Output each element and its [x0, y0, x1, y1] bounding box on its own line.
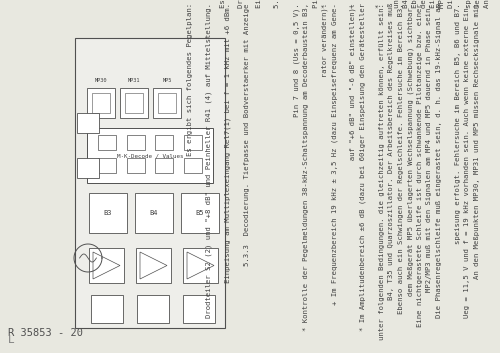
Bar: [183, 248, 218, 283]
Text: B5: B5: [196, 210, 204, 216]
Bar: [184, 135, 202, 150]
Text: An den Meßpunkten MP30, MP31 und MP5 müssen Rechsecksignale mit: An den Meßpunkten MP30, MP31 und MP5 müs…: [474, 3, 480, 279]
Text: Pin 7 und 8 (Uss = 0,5 V).: Pin 7 und 8 (Uss = 0,5 V).: [312, 0, 319, 8]
Bar: [98, 135, 116, 150]
Text: B4, T35 und Quarzoszillator. Der Arbeitsbereich des Regelkreises muß: B4, T35 und Quarzoszillator. Der Arbeits…: [388, 3, 394, 300]
Text: + Im Frequenzbereich 19 kHz ± 3,5 Hz (dazu Einspeisefrequenz am Gene-: + Im Frequenzbereich 19 kHz ± 3,5 Hz (da…: [331, 3, 338, 305]
Bar: [89, 248, 124, 283]
Text: dem Meßgerät MP5 überlagerten Wechselspannung (Schwebung) sichtbar.: dem Meßgerät MP5 überlagerten Wechselspa…: [407, 3, 414, 296]
Bar: [75, 38, 225, 328]
Text: R 35853 - 20: R 35853 - 20: [8, 328, 83, 338]
Text: L: L: [8, 335, 15, 345]
Text: Einpeisung am Multiplexeingang Rel7(1) bei f = 1 kHz mit +6 dBm.: Einpeisung am Multiplexeingang Rel7(1) b…: [256, 0, 262, 8]
Text: 5.3.3  Decodierung. Tiefpasse und Bodverstaerker mit Anzeige: 5.3.3 Decodierung. Tiefpasse und Bodvers…: [244, 3, 250, 265]
Text: * Im Amplitudenbereich ±6 dB (dazu bei 60iger Einspeisung den Gerätesteller: * Im Amplitudenbereich ±6 dB (dazu bei 6…: [376, 0, 382, 8]
Text: unter folgenden Bedingungen. die gleichzeitig auftreten können, erfüllt sein:: unter folgenden Bedingungen. die gleichz…: [379, 3, 385, 340]
Text: rator verändern).: rator verändern).: [340, 0, 346, 8]
Text: * Im Amplitudenbereich ±6 dB (dazu bei 60iger Einspeisung den Gerätesteller: * Im Amplitudenbereich ±6 dB (dazu bei 6…: [360, 3, 366, 331]
Text: Eine nichtgerastete Schleife ist durch schwankende Pilotanzeige bzw. einer: Eine nichtgerastete Schleife ist durch s…: [430, 0, 436, 8]
Text: auf "+6 dB" und "-6 dB" einstellen).: auf "+6 dB" und "-6 dB" einstellen).: [366, 0, 373, 8]
Bar: [136, 248, 171, 283]
Text: Die Phasenregelschleife muß eingerastet sein, d. h. das 19-kHz-Signal am: Die Phasenregelschleife muß eingerastet …: [448, 0, 454, 8]
Bar: [158, 93, 176, 113]
Text: rator verändern).: rator verändern).: [322, 3, 328, 86]
Bar: [181, 193, 219, 233]
Bar: [126, 158, 144, 173]
Text: Die Phasenregelschleife muß eingerastet sein, d. h. das 19-kHz-Signal am: Die Phasenregelschleife muß eingerastet …: [436, 3, 442, 318]
Bar: [156, 158, 174, 173]
Bar: [77, 158, 99, 178]
Bar: [183, 295, 215, 323]
Text: M·K·Decode / Values: M·K·Decode / Values: [117, 153, 183, 158]
Text: * Kontrolle der Pegelmeldungen 38-kHz-Schaltspannung am Decoderbaustein B3,: * Kontrolle der Pegelmeldungen 38-kHz-Sc…: [303, 3, 309, 331]
Text: auf "+6 dB" und "-6 dB" einstellen).: auf "+6 dB" und "-6 dB" einstellen).: [350, 3, 356, 169]
Text: MP5: MP5: [162, 78, 172, 83]
Bar: [153, 88, 181, 118]
Text: + Im Frequenzbereich 19 kHz ± 3,5 Hz (dazu Einspeisefrequenz am Gene-: + Im Frequenzbereich 19 kHz ± 3,5 Hz (da…: [348, 0, 355, 8]
Bar: [120, 88, 148, 118]
Text: MP30: MP30: [95, 78, 107, 83]
Text: 5.3.3  Decodierung. Tiefpasse und Bodverstaerker mit Anzeige: 5.3.3 Decodierung. Tiefpasse und Bodvers…: [274, 0, 280, 8]
Bar: [156, 135, 174, 150]
Text: B4, T35 und Quarzoszillator. Der Arbeitsbereich des Regelkreises muß: B4, T35 und Quarzoszillator. Der Arbeits…: [403, 0, 409, 8]
Bar: [125, 93, 143, 113]
Text: Ueg = 11,5 V und f = 19 kHz vorhanden sein. Auch wenn keine externe Ein-: Ueg = 11,5 V und f = 19 kHz vorhanden se…: [464, 3, 470, 318]
Text: Ebenso auch ein Schwingen der Regelschleife. Fehlersuche im Bereich B3,: Ebenso auch ein Schwingen der Regelschle…: [412, 0, 418, 8]
Text: Ueg = 11,5 V und f = 19 kHz vorhanden sein. Auch wenn keine externe Ein-: Ueg = 11,5 V und f = 19 kHz vorhanden se…: [475, 0, 481, 8]
Text: MP2/MP3 muß mit den Signalen am MP4 und MP5 dauernd in Phase sein.: MP2/MP3 muß mit den Signalen am MP4 und …: [426, 3, 432, 292]
Bar: [89, 193, 127, 233]
Text: B4: B4: [150, 210, 158, 216]
Text: Es ergibt sich folgendes Pegelplan:: Es ergibt sich folgendes Pegelplan:: [220, 0, 226, 8]
Text: MP2/MP3 muß mit den Signalen am MP4 und MP5 dauernd in Phase sein.: MP2/MP3 muß mit den Signalen am MP4 und …: [439, 0, 445, 8]
Bar: [135, 193, 173, 233]
Bar: [184, 158, 202, 173]
Text: dem Meßgerät MP5 überlagerten Wechselspannung (Schwebung) sichtbar.: dem Meßgerät MP5 überlagerten Wechselspa…: [420, 0, 427, 8]
Text: Einpeisung am Multiplexeingang Rel7(1) bei f = 1 kHz mit +6 dBm.: Einpeisung am Multiplexeingang Rel7(1) b…: [224, 3, 231, 283]
Bar: [87, 128, 213, 183]
Text: B3: B3: [104, 210, 112, 216]
Text: unter folgenden Bedingungen. die gleichzeitig auftreten können, erfüllt sein:: unter folgenden Bedingungen. die gleichz…: [394, 0, 400, 8]
Bar: [137, 295, 169, 323]
Text: Ebenso auch ein Schwingen der Regelschleife. Fehlersuche im Bereich B3,: Ebenso auch ein Schwingen der Regelschle…: [398, 3, 404, 313]
Text: MP31: MP31: [128, 78, 140, 83]
Bar: [87, 88, 115, 118]
Bar: [91, 295, 123, 323]
Bar: [92, 93, 110, 113]
Text: An den Meßpunkten MP30, MP31 und MP5 müssen Rechsecksignale mit: An den Meßpunkten MP30, MP31 und MP5 müs…: [484, 0, 490, 8]
Text: Es ergibt sich folgendes Pegelplan:: Es ergibt sich folgendes Pegelplan:: [187, 3, 193, 156]
Text: speisung erfolgt. Fehlersuche im Bereich B5, B6 und B7.: speisung erfolgt. Fehlersuche im Bereich…: [466, 0, 472, 8]
Text: * Kontrolle der Pegelmeldungen 38-kHz-Schaltspannung am Decoderbaustein B3,: * Kontrolle der Pegelmeldungen 38-kHz-Sc…: [322, 0, 328, 8]
Text: speisung erfolgt. Fehlersuche im Bereich B5, B6 und B7.: speisung erfolgt. Fehlersuche im Bereich…: [455, 3, 461, 244]
Text: Drodteiler S2 (2) und "+8 dB" und Peinheller R41 (4) auf Mittelstellung.: Drodteiler S2 (2) und "+8 dB" und Peinhe…: [238, 0, 244, 8]
Text: Eine nichtgerastete Schleife ist durch schwankende Pilotanzeige bzw. einer: Eine nichtgerastete Schleife ist durch s…: [417, 3, 423, 327]
Bar: [126, 135, 144, 150]
Bar: [77, 113, 99, 133]
Bar: [98, 158, 116, 173]
Text: Drodteiler S2 (2) und "+8 dB" und Peinheller R41 (4) auf Mittelstellung.: Drodteiler S2 (2) und "+8 dB" und Peinhe…: [206, 3, 212, 318]
Text: Pin 7 und 8 (Uss = 0,5 V).: Pin 7 und 8 (Uss = 0,5 V).: [293, 3, 300, 117]
